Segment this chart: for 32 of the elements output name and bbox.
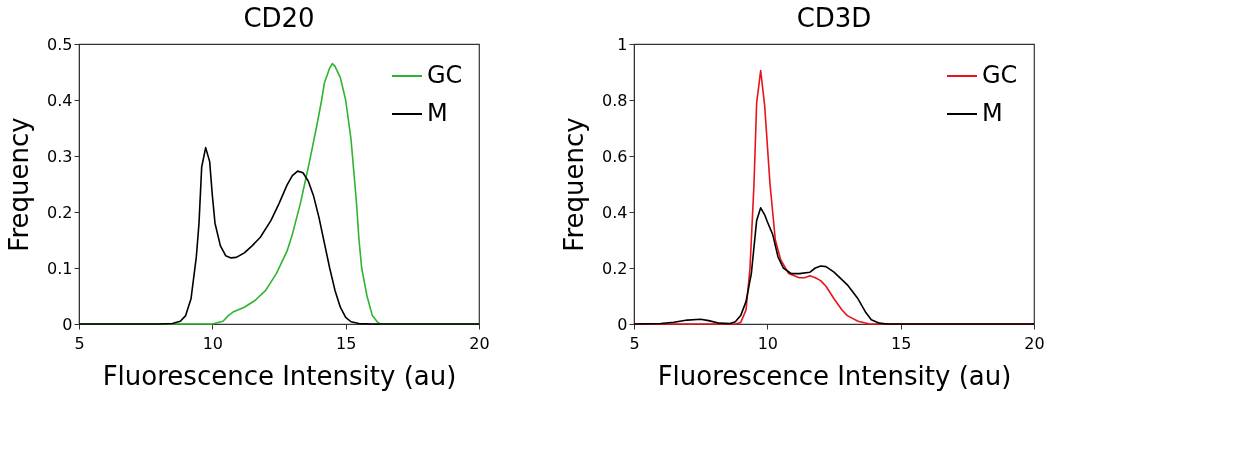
- line-series: [633, 207, 1035, 325]
- x-tick-label: 5: [74, 333, 85, 353]
- y-tick-label: 0.2: [47, 202, 73, 222]
- y-tick-label: 0: [617, 314, 628, 334]
- y-tick-label: 0.2: [602, 258, 628, 278]
- x-axis-title: Fluorescence Intensity (au): [657, 360, 1012, 391]
- chart-title: CD3D: [796, 3, 872, 33]
- x-tick-label: 15: [890, 333, 912, 353]
- y-axis-title: Frequency: [559, 117, 590, 252]
- legend-label: M: [427, 99, 448, 127]
- x-tick-label: 15: [335, 333, 357, 353]
- x-tick-label: 20: [1024, 333, 1045, 353]
- y-tick-label: 0.4: [47, 90, 73, 110]
- y-tick-label: 0.4: [602, 202, 628, 222]
- y-tick-label: 0.1: [47, 258, 73, 278]
- x-tick-label: 20: [469, 333, 490, 353]
- x-tick-label: 10: [757, 333, 779, 353]
- legend-label: M: [982, 99, 1003, 127]
- legend-label: GC: [427, 61, 463, 89]
- x-tick-label: 10: [202, 333, 224, 353]
- y-tick-label: 0.3: [47, 146, 73, 166]
- y-axis-title: Frequency: [4, 117, 35, 252]
- y-tick-label: 0: [62, 314, 73, 334]
- y-tick-label: 0.5: [47, 34, 73, 54]
- y-tick-label: 1: [617, 34, 628, 54]
- line-series: [78, 146, 480, 325]
- x-tick-label: 5: [629, 333, 640, 353]
- chart-title: CD20: [243, 3, 315, 33]
- y-tick-label: 0.8: [602, 90, 628, 110]
- legend-label: GC: [982, 61, 1018, 89]
- x-axis-title: Fluorescence Intensity (au): [102, 360, 457, 391]
- y-tick-label: 0.6: [602, 146, 628, 166]
